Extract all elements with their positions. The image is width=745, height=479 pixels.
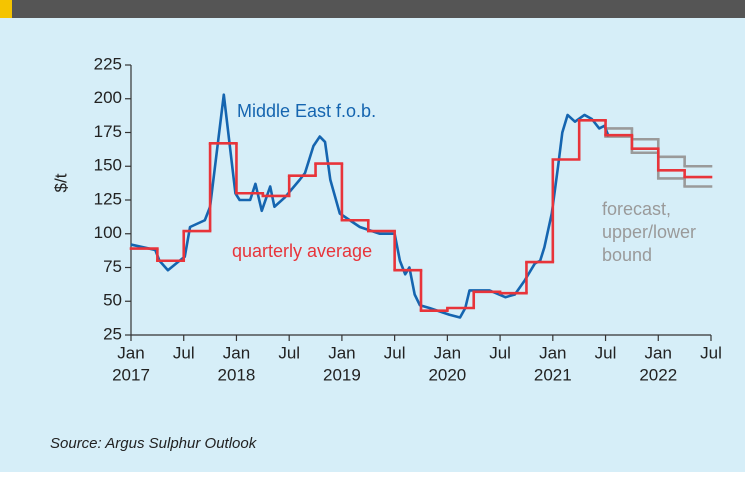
x-tick-label: Jan: [539, 343, 566, 362]
annotation: Middle East f.o.b.: [237, 101, 376, 121]
x-year-label: 2020: [428, 365, 466, 384]
y-tick-label: 225: [94, 54, 122, 73]
x-year-label: 2018: [218, 365, 256, 384]
x-tick-label: Jan: [328, 343, 355, 362]
x-year-label: 2022: [639, 365, 677, 384]
x-tick-label: Jul: [384, 343, 406, 362]
x-tick-label: Jan: [434, 343, 461, 362]
x-tick-label: Jan: [117, 343, 144, 362]
y-axis-label: $/t: [51, 173, 70, 192]
y-tick-label: 175: [94, 122, 122, 141]
x-tick-label: Jul: [595, 343, 617, 362]
y-tick-label: 100: [94, 223, 122, 242]
x-tick-label: Jul: [489, 343, 511, 362]
x-tick-label: Jan: [223, 343, 250, 362]
y-tick-label: 75: [103, 257, 122, 276]
annotation: upper/lower: [602, 222, 696, 242]
x-year-label: 2017: [112, 365, 150, 384]
annotation: bound: [602, 245, 652, 265]
x-tick-label: Jul: [700, 343, 722, 362]
x-tick-label: Jul: [173, 343, 195, 362]
y-tick-label: 150: [94, 156, 122, 175]
y-tick-label: 50: [103, 291, 122, 310]
y-tick-label: 125: [94, 189, 122, 208]
source: Source: Argus Sulphur Outlook: [50, 435, 258, 452]
x-tick-label: Jan: [645, 343, 672, 362]
annotation: forecast,: [602, 199, 671, 219]
x-year-label: 2019: [323, 365, 361, 384]
x-year-label: 2021: [534, 365, 572, 384]
y-tick-label: 25: [103, 324, 122, 343]
x-tick-label: Jul: [278, 343, 300, 362]
header-bar: [0, 0, 745, 18]
y-tick-label: 200: [94, 88, 122, 107]
annotation: quarterly average: [232, 241, 372, 261]
header-marker: [0, 0, 12, 18]
